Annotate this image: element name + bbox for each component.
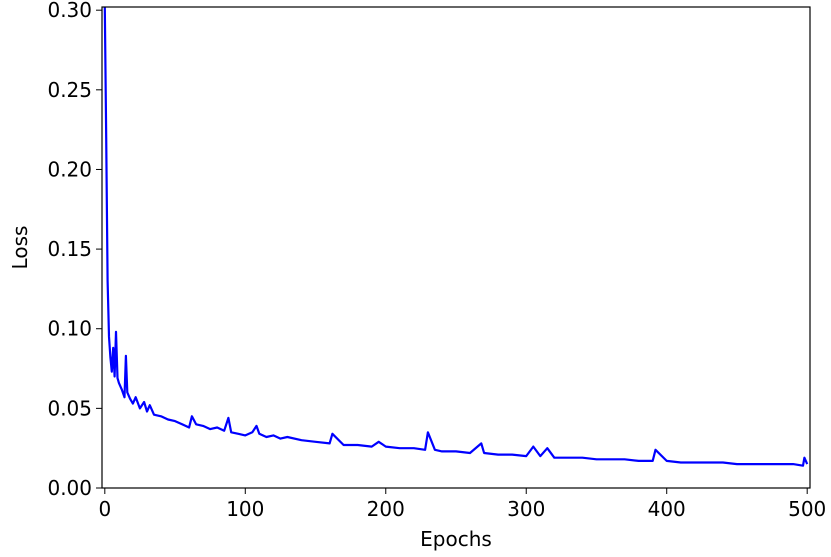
y-tick-label: 0.05: [47, 396, 92, 420]
y-tick-label: 0.25: [47, 78, 92, 102]
x-tick-label: 0: [98, 497, 111, 521]
x-tick-label: 400: [648, 497, 686, 521]
y-axis-label: Loss: [8, 226, 32, 270]
y-tick-label: 0.00: [47, 476, 92, 500]
plot-frame: [101, 6, 811, 489]
y-tick-label: 0.10: [47, 317, 92, 341]
y-tick-label: 0.15: [47, 237, 92, 261]
loss-series-line: [103, 6, 809, 467]
x-tick-label: 200: [367, 497, 405, 521]
x-tick-label: 100: [226, 497, 264, 521]
y-tick-label: 0.30: [47, 0, 92, 22]
x-axis-label: Epochs: [420, 527, 492, 551]
x-tick-label: 300: [507, 497, 545, 521]
x-axis-ticks: 0 100 200 300 400 500: [98, 488, 826, 521]
y-axis-ticks: 0.00 0.05 0.10 0.15 0.20 0.25 0.30: [47, 0, 102, 500]
y-tick-label: 0.20: [47, 157, 92, 181]
x-tick-label: 500: [788, 497, 826, 521]
